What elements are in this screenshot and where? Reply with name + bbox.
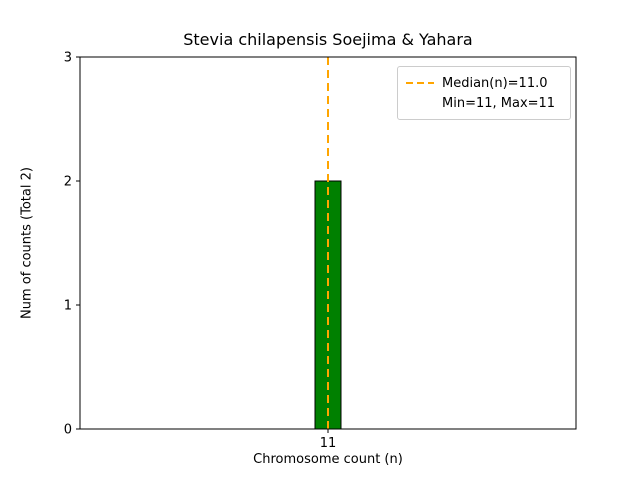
y-tick-label: 0	[64, 423, 72, 438]
y-tick-label: 3	[64, 51, 72, 66]
axes-frame	[79, 56, 577, 430]
x-axis-label: Chromosome count (n)	[253, 452, 403, 467]
legend-entry-minmax: Min=11, Max=11	[406, 93, 562, 113]
x-tick-label: 11	[320, 436, 337, 451]
legend-label-minmax: Min=11, Max=11	[442, 95, 556, 111]
chart-title: Stevia chilapensis Soejima & Yahara	[183, 30, 473, 49]
y-tick-label: 1	[64, 299, 72, 314]
y-tick-label: 2	[64, 175, 72, 190]
median-line-sample-icon	[406, 82, 434, 84]
legend-label-median: Median(n)=11.0	[442, 75, 548, 91]
legend: Median(n)=11.0 Min=11, Max=11	[397, 66, 571, 120]
legend-entry-median: Median(n)=11.0	[406, 73, 562, 93]
